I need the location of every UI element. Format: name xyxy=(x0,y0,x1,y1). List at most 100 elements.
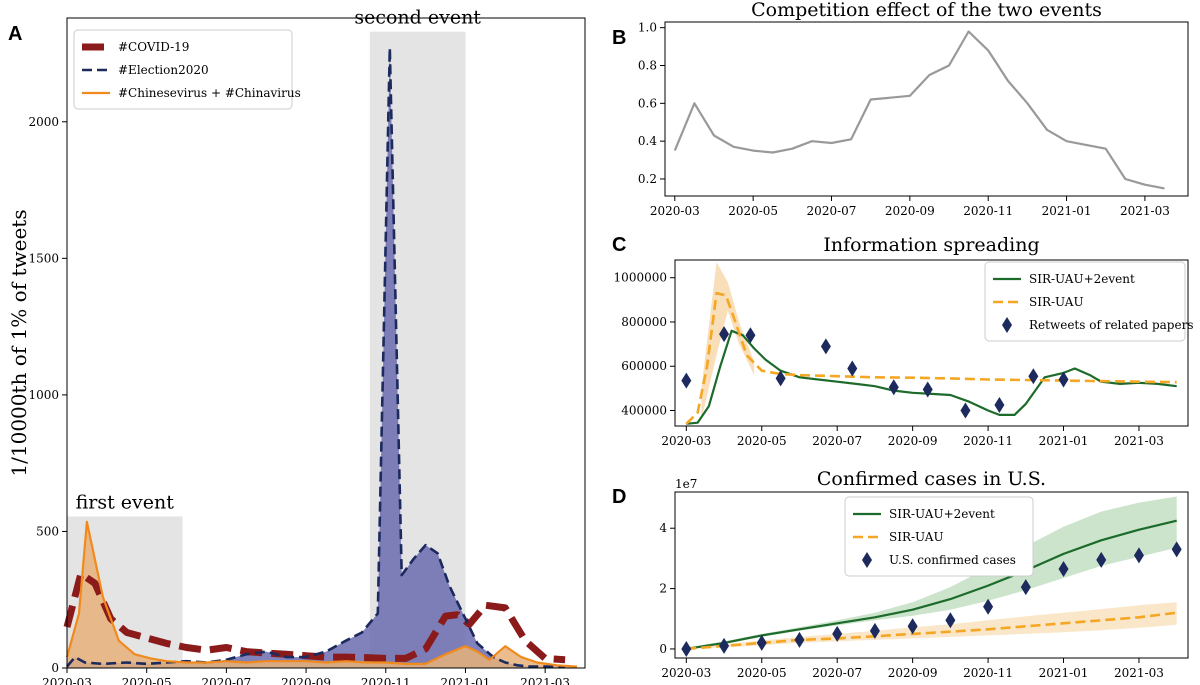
event-label: first event xyxy=(76,491,175,513)
data-point xyxy=(681,372,692,389)
data-point xyxy=(847,360,858,377)
x-tick-label: 2021-03 xyxy=(1114,666,1164,680)
data-point xyxy=(681,640,692,657)
data-point xyxy=(1058,371,1069,388)
panel-letter: B xyxy=(612,27,626,49)
x-tick-label: 2020-11 xyxy=(963,666,1013,680)
legend-label: #Chinesevirus + #Chinavirus xyxy=(118,86,301,100)
axes-frame xyxy=(664,21,1189,197)
y-tick-label: 600000 xyxy=(621,359,667,373)
x-tick-label: 2020-05 xyxy=(728,204,778,218)
series-line xyxy=(686,611,1177,651)
x-tick-label: 2021-03 xyxy=(520,676,570,685)
data-point xyxy=(745,327,756,344)
data-point xyxy=(960,402,971,419)
x-tick-label: 2020-11 xyxy=(963,434,1013,448)
chart-title: Confirmed cases in U.S. xyxy=(817,468,1046,490)
x-tick-label: 2020-03 xyxy=(661,434,711,448)
x-tick-label: 2020-09 xyxy=(888,434,938,448)
series-line xyxy=(685,291,1177,425)
y-tick-label: 4 xyxy=(659,521,667,535)
x-tick-label: 2020-05 xyxy=(737,434,787,448)
y-tick-label: 1500 xyxy=(28,251,59,265)
axes-frame xyxy=(674,491,1189,659)
x-tick-label: 2020-03 xyxy=(650,204,700,218)
y-tick-label: 1000000 xyxy=(614,271,667,285)
y-tick-label: 400000 xyxy=(621,404,667,418)
x-tick-label: 2021-03 xyxy=(1120,204,1170,218)
y-tick-label: 0 xyxy=(659,642,667,656)
data-point xyxy=(945,612,956,629)
x-tick-label: 2021-03 xyxy=(1114,434,1164,448)
y-offset-label: 1e7 xyxy=(675,477,697,491)
legend-label: #Election2020 xyxy=(118,63,209,77)
y-tick-label: 1.0 xyxy=(638,21,657,35)
panel-letter: D xyxy=(612,486,626,508)
series-line xyxy=(66,46,566,668)
data-point xyxy=(983,598,994,615)
legend-marker xyxy=(1002,317,1012,333)
panel-letter: C xyxy=(612,234,626,256)
x-tick-label: 2020-03 xyxy=(661,666,711,680)
x-tick-label: 2020-09 xyxy=(281,676,331,685)
data-point xyxy=(922,381,933,398)
legend-label: SIR-UAU xyxy=(1029,295,1084,309)
panel-c: C Information spreading 2020-03 2020-05 2020… xyxy=(612,234,1193,448)
x-tick-label: 2020-11 xyxy=(963,204,1013,218)
legend-label: SIR-UAU+2event xyxy=(889,507,995,521)
x-tick-label: 2020-11 xyxy=(361,676,411,685)
legend-frame xyxy=(844,496,1034,577)
axes-frame xyxy=(66,17,586,669)
data-point xyxy=(994,396,1005,413)
legend-label: SIR-UAU xyxy=(889,530,944,544)
x-tick-label: 2021-01 xyxy=(441,676,491,685)
data-point xyxy=(756,634,767,651)
y-tick-label: 2000 xyxy=(28,115,59,129)
data-point xyxy=(832,625,843,642)
data-point xyxy=(907,618,918,635)
panel-letter: A xyxy=(8,23,22,45)
y-axis-label: 1/10000th of 1% of tweets xyxy=(7,209,31,476)
legend-frame xyxy=(984,261,1186,342)
legend-label: SIR-UAU+2event xyxy=(1029,272,1135,286)
legend-frame xyxy=(73,29,293,110)
y-tick-label: 500 xyxy=(36,524,59,538)
legend-marker xyxy=(862,552,872,568)
x-tick-label: 2020-07 xyxy=(201,676,251,685)
series-line xyxy=(686,329,1177,425)
panel-b: B Competition effect of the two events 202… xyxy=(612,0,1189,218)
y-tick-label: 800000 xyxy=(621,315,667,329)
y-tick-label: 0.4 xyxy=(638,134,657,148)
data-point xyxy=(1020,579,1031,596)
y-tick-label: 0.6 xyxy=(638,96,657,110)
legend-label: #COVID-19 xyxy=(118,40,189,54)
data-point xyxy=(775,370,786,387)
chart-title: Competition effect of the two events xyxy=(751,0,1102,21)
x-tick-label: 2020-09 xyxy=(888,666,938,680)
data-point xyxy=(888,379,899,396)
legend-label: Retweets of related papers xyxy=(1029,318,1193,332)
x-tick-label: 2020-07 xyxy=(807,204,857,218)
data-point xyxy=(1171,541,1182,558)
data-point xyxy=(794,631,805,648)
x-tick-label: 2020-07 xyxy=(812,666,862,680)
x-tick-label: 2020-05 xyxy=(122,676,172,685)
x-tick-label: 2020-07 xyxy=(812,434,862,448)
series-line xyxy=(686,519,1177,650)
x-tick-label: 2021-01 xyxy=(1042,204,1092,218)
series-line xyxy=(63,570,566,664)
data-point xyxy=(1096,551,1107,568)
x-tick-label: 2021-01 xyxy=(1039,666,1089,680)
y-tick-label: 1000 xyxy=(28,388,59,402)
x-tick-label: 2020-03 xyxy=(42,676,92,685)
data-point xyxy=(869,622,880,639)
y-tick-label: 0.8 xyxy=(638,59,657,73)
panel-d: D Confirmed cases in U.S. 1e7 2020-03 2020-0… xyxy=(612,468,1189,680)
x-tick-label: 2020-05 xyxy=(737,666,787,680)
series-line xyxy=(673,30,1165,190)
data-point xyxy=(1028,368,1039,385)
axes-frame xyxy=(674,259,1189,427)
series-line xyxy=(65,520,578,668)
